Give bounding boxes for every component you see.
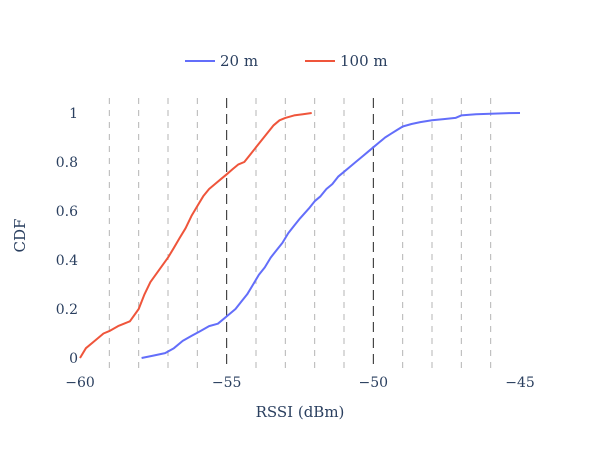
legend-item-100m[interactable]: 100 m <box>305 52 388 70</box>
series-lines <box>79 112 521 359</box>
x-tick-label: −45 <box>505 375 535 391</box>
y-tick-label: 0.2 <box>56 302 78 318</box>
x-tick-label: −60 <box>65 375 95 391</box>
y-tick-label: 0.8 <box>56 155 78 171</box>
y-tick-labels: 0 0.2 0.4 0.6 0.8 1 <box>56 106 78 367</box>
x-tick-label: −50 <box>359 375 389 391</box>
legend-label: 20 m <box>220 52 258 70</box>
x-tick-label: −55 <box>212 375 242 391</box>
legend[interactable]: 20 m 100 m <box>185 52 388 70</box>
x-tick-labels: −60 −55 −50 −45 <box>65 375 535 391</box>
y-tick-label: 1 <box>69 106 78 122</box>
y-tick-label: 0 <box>69 351 78 367</box>
series-line-20m[interactable] <box>141 112 521 359</box>
x-axis-title: RSSI (dBm) <box>256 403 345 421</box>
grid-lines <box>108 98 492 368</box>
legend-label: 100 m <box>340 52 388 70</box>
legend-item-20m[interactable]: 20 m <box>185 52 258 70</box>
series-line-100m[interactable] <box>79 112 312 359</box>
y-axis-title: CDF <box>11 219 29 253</box>
y-tick-label: 0.6 <box>56 204 78 220</box>
y-tick-label: 0.4 <box>56 253 78 269</box>
